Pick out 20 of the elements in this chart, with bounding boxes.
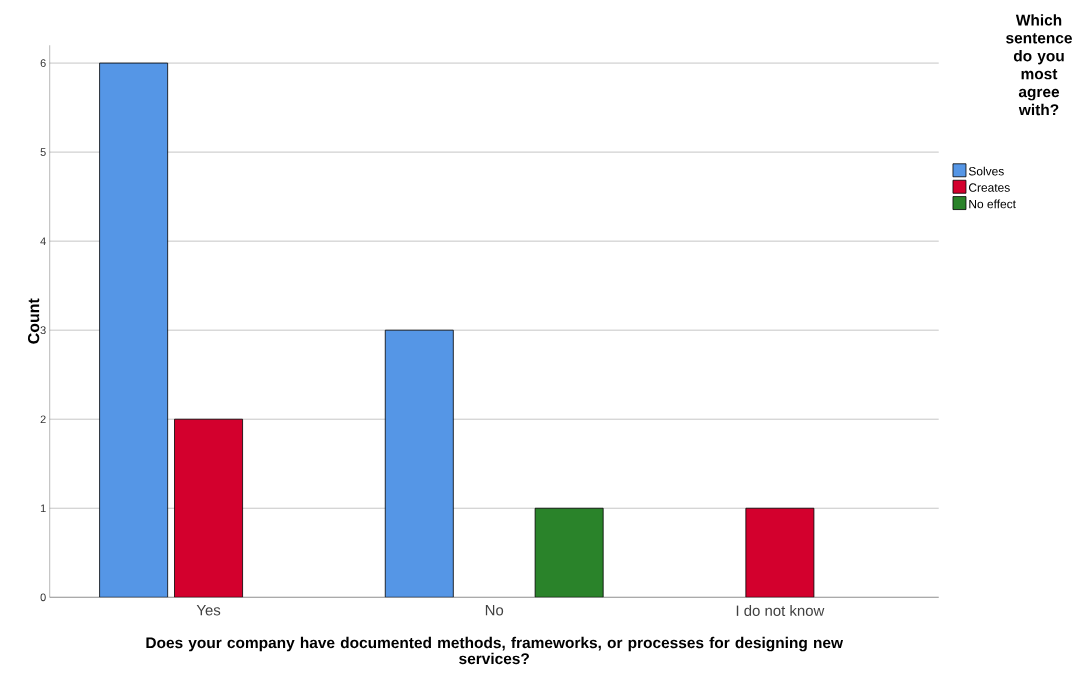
bar xyxy=(384,329,454,598)
legend-label: Creates xyxy=(968,183,1010,192)
y-tick-label: 3 xyxy=(40,326,46,335)
bar xyxy=(745,507,815,598)
y-tick-label: 2 xyxy=(40,415,46,424)
bar xyxy=(99,62,169,598)
legend-label: No effect xyxy=(969,199,1016,209)
y-axis-title: Count xyxy=(27,298,40,344)
bar xyxy=(174,418,243,598)
x-tick-label: No xyxy=(485,605,504,616)
y-tick-label: 6 xyxy=(40,59,46,67)
legend-label: Solves xyxy=(968,166,1004,176)
y-tick-label: 0 xyxy=(40,593,46,602)
legend-title: Which sentence do you most agree with? xyxy=(1006,14,1072,116)
y-tick-label: 4 xyxy=(40,237,46,245)
x-axis-title: Does your company have documented methods, frameworks, or processes for designing new services? xyxy=(146,636,844,665)
x-tick-label: Yes xyxy=(196,605,221,616)
y-tick-label: 1 xyxy=(40,504,46,513)
y-tick-label: 5 xyxy=(40,148,46,156)
x-tick-label: I do not know xyxy=(736,605,825,617)
